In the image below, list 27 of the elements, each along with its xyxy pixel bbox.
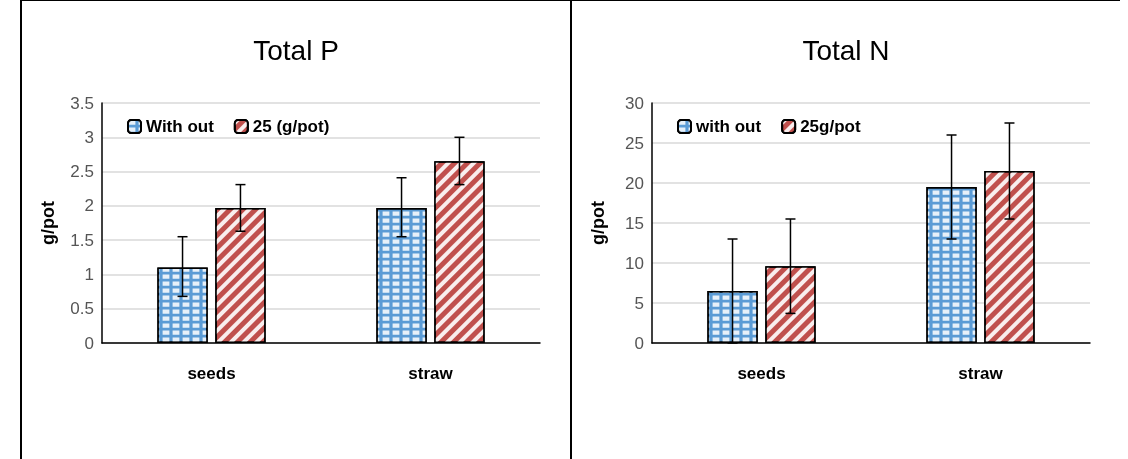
y-tick-label: 20 [625, 173, 644, 193]
y-tick-label: 10 [625, 253, 644, 273]
x-tick-label: straw [408, 364, 454, 383]
chart-title: Total N [802, 34, 890, 66]
x-tick-label: seeds [737, 364, 786, 383]
legend-label: 25g/pot [800, 117, 861, 136]
y-tick-label: 0 [84, 333, 94, 353]
y-tick-label: 25 [625, 133, 644, 153]
y-axis-title: g/pot [38, 201, 58, 245]
y-axis-title: g/pot [588, 201, 608, 245]
y-tick-label: 5 [634, 293, 644, 313]
y-tick-label: 0 [634, 333, 644, 353]
y-tick-label: 30 [625, 93, 644, 113]
x-tick-label: straw [958, 364, 1004, 383]
y-tick-label: 2 [84, 196, 94, 216]
y-tick-label: 0.5 [70, 299, 94, 319]
y-tick-label: 2.5 [70, 162, 94, 182]
y-tick-label: 1.5 [70, 230, 94, 250]
legend-label: with out [695, 117, 762, 136]
y-tick-label: 3 [84, 127, 94, 147]
y-tick-label: 15 [625, 213, 644, 233]
chart-title: Total P [253, 34, 339, 66]
legend-label: 25 (g/pot) [252, 117, 330, 136]
y-tick-label: 1 [84, 264, 94, 284]
x-tick-label: seeds [187, 364, 236, 383]
legend-label: With out [146, 117, 215, 136]
y-tick-label: 3.5 [70, 93, 94, 113]
